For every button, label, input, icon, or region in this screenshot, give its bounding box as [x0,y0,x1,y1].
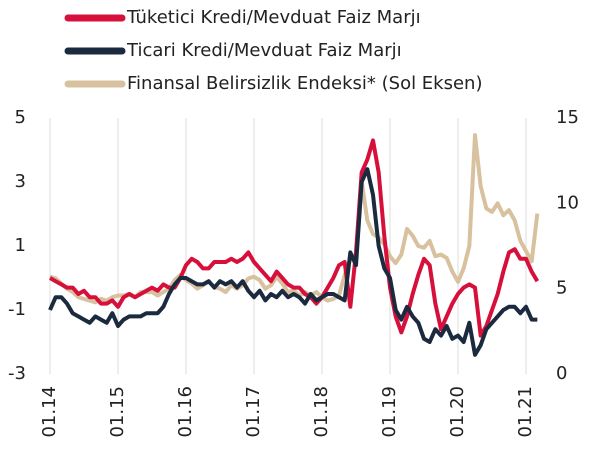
x-tick-label: 01.20 [447,386,468,438]
y2-tick-label: 15 [556,107,579,128]
y-tick-label: 5 [15,107,26,128]
y-tick-label: -1 [8,299,26,320]
x-tick-label: 01.17 [243,386,264,438]
legend-label: Tüketici Kredi/Mevduat Faiz Marjı [126,7,421,28]
legend-label: Ticari Kredi/Mevduat Faiz Marjı [126,40,402,61]
y-tick-label: -3 [8,363,26,384]
y-tick-label: 1 [15,235,26,256]
x-tick-label: 01.14 [39,386,60,438]
x-tick-label: 01.19 [379,386,400,438]
data-line [48,167,538,357]
x-tick-label: 01.15 [107,386,128,438]
x-tick-label: 01.16 [175,386,196,438]
x-tick-label: 01.21 [515,386,536,438]
y2-tick-label: 0 [556,363,567,384]
y-tick-label: 3 [15,171,26,192]
legend-label: Finansal Belirsizlik Endeksi* (Sol Eksen… [127,73,483,94]
y2-tick-label: 10 [556,192,579,213]
data-line [49,133,540,305]
data-line [49,138,540,338]
x-tick-label: 01.18 [311,386,332,438]
y2-tick-label: 5 [556,278,567,299]
